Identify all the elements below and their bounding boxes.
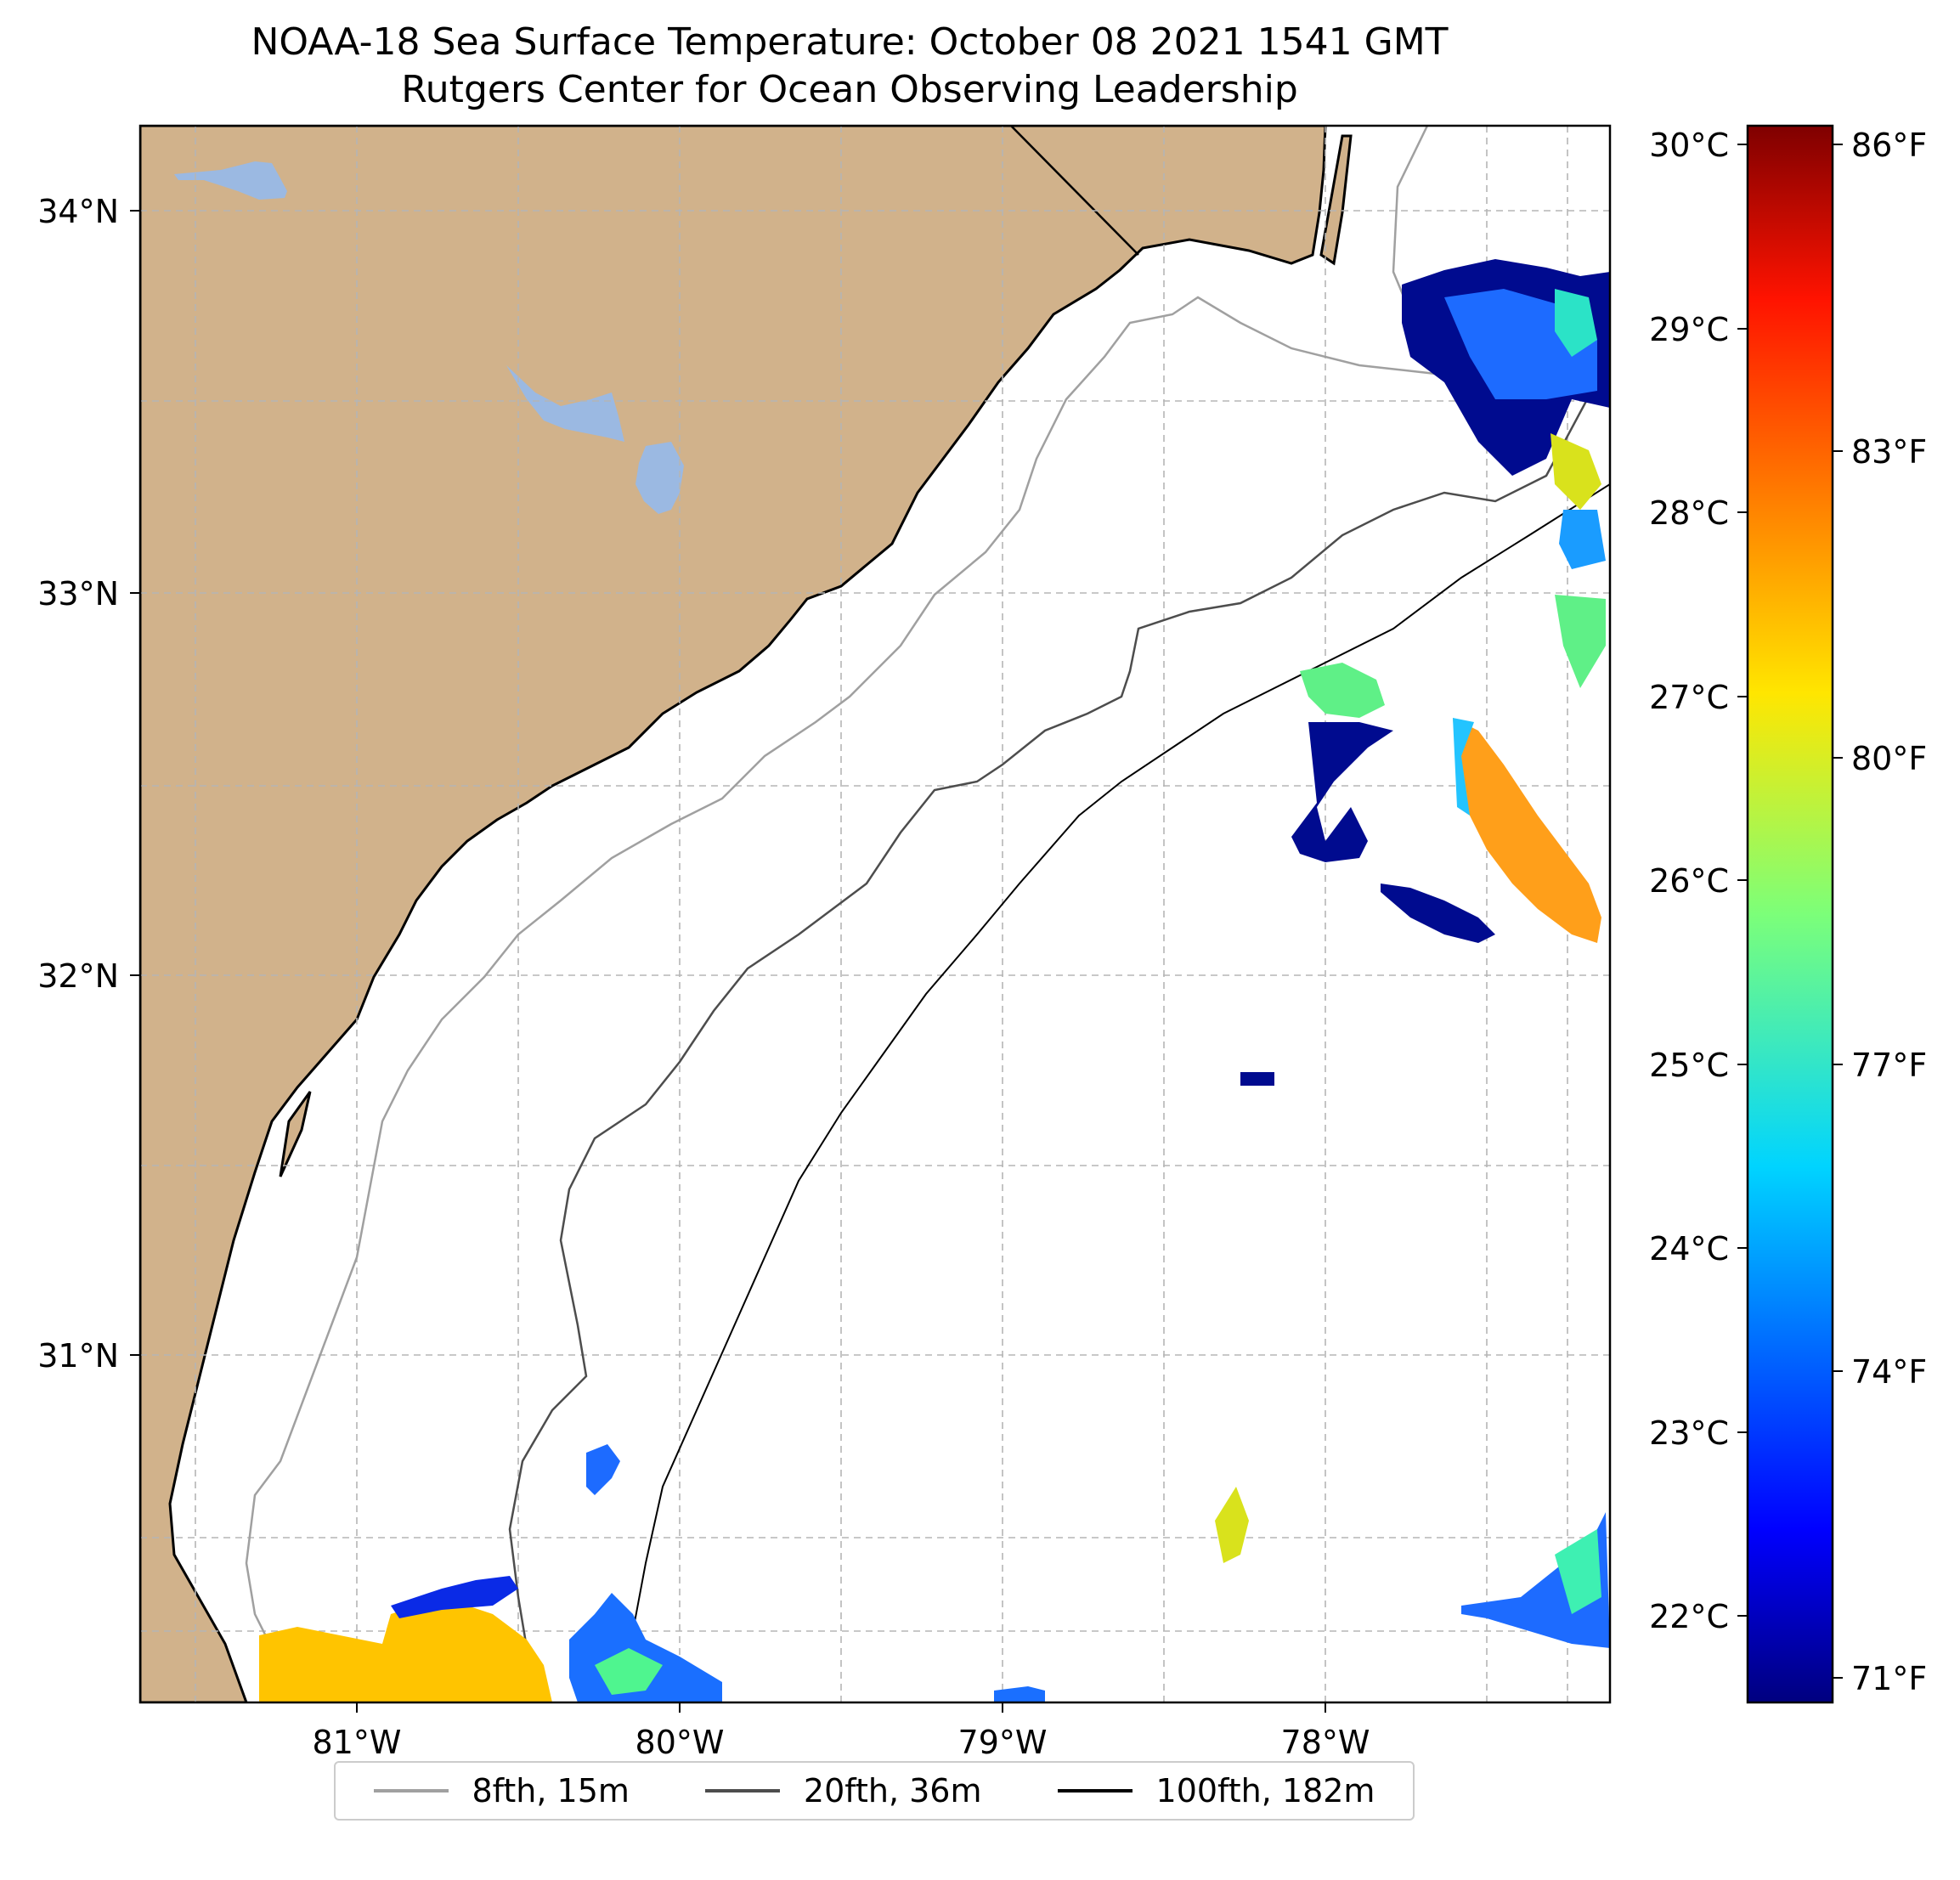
sst-patch (1215, 1487, 1249, 1563)
celsius-tick-label: 23°C (1649, 1414, 1729, 1452)
sst-patch (994, 1686, 1045, 1702)
coastal-island (1319, 134, 1353, 266)
sst-patch (586, 1444, 620, 1495)
lat-tick-marks (130, 210, 140, 1356)
lat-tick-label: 33°N (37, 575, 119, 613)
fahrenheit-tick-label: 83°F (1851, 433, 1927, 471)
legend-item-8fth: 8fth, 15m (373, 1772, 630, 1809)
lake (506, 365, 624, 442)
fahrenheit-tick-marks (1833, 144, 1843, 1679)
isobath-15m (245, 126, 1438, 1702)
lake (174, 161, 287, 200)
sst-patch (1453, 718, 1474, 816)
lon-tick-label: 81°W (313, 1724, 402, 1761)
celsius-tick-marks (1737, 144, 1748, 1617)
legend-label: 100fth, 182m (1155, 1772, 1375, 1809)
land-area (140, 126, 1327, 1702)
sst-data (259, 259, 1610, 1702)
legend-item-100fth: 100fth, 182m (1057, 1772, 1375, 1809)
legend-item-20fth: 20fth, 36m (704, 1772, 982, 1809)
coastal-island (279, 1091, 312, 1177)
sst-patch (1550, 433, 1601, 510)
sst-patch (1559, 510, 1606, 569)
celsius-tick-label: 24°C (1649, 1230, 1729, 1267)
celsius-tick-label: 28°C (1649, 494, 1729, 532)
sst-patch (1240, 1072, 1274, 1086)
map-subtitle: Rutgers Center for Ocean Observing Leade… (401, 68, 1298, 111)
celsius-tick-label: 22°C (1649, 1598, 1729, 1635)
lon-tick-label: 80°W (635, 1724, 725, 1761)
sst-patch (1381, 884, 1495, 943)
sst-patch (391, 1576, 518, 1618)
fahrenheit-tick-label: 86°F (1851, 127, 1927, 164)
state-border (1010, 126, 1139, 256)
celsius-tick-label: 30°C (1649, 127, 1729, 164)
legend-label: 8fth, 15m (472, 1772, 630, 1809)
legend-line-icon (1057, 1789, 1133, 1792)
fahrenheit-tick-label: 71°F (1851, 1660, 1927, 1697)
lat-tick-label: 34°N (37, 193, 119, 230)
celsius-tick-label: 25°C (1649, 1047, 1729, 1084)
sst-patch (595, 1648, 663, 1695)
legend-line-icon (373, 1789, 449, 1792)
legend-line-icon (704, 1789, 780, 1792)
lon-tick-label: 79°W (958, 1724, 1048, 1761)
lake (635, 442, 684, 514)
celsius-tick-label: 29°C (1649, 311, 1729, 348)
lat-tick-label: 31°N (37, 1337, 119, 1375)
sst-patch (1453, 718, 1601, 943)
sst-patch (1461, 1512, 1610, 1648)
isobath-legend: 8fth, 15m 20fth, 36m 100fth, 182m (334, 1761, 1415, 1821)
sst-patch (1300, 663, 1385, 718)
colorbar (1746, 124, 1834, 1704)
fahrenheit-tick-label: 80°F (1851, 740, 1927, 777)
fahrenheit-tick-label: 74°F (1851, 1353, 1927, 1391)
lat-tick-label: 32°N (37, 957, 119, 995)
celsius-tick-label: 26°C (1649, 862, 1729, 900)
celsius-tick-label: 27°C (1649, 679, 1729, 716)
sst-patch (1555, 595, 1606, 688)
sst-patch (1291, 722, 1393, 862)
fahrenheit-tick-label: 77°F (1851, 1047, 1927, 1084)
lon-tick-marks (356, 1702, 1326, 1713)
sst-patch (259, 1597, 552, 1702)
isobath-182m (624, 483, 1610, 1702)
isobath-36m (508, 356, 1610, 1702)
map-title: NOAA-18 Sea Surface Temperature: October… (251, 20, 1449, 64)
lon-tick-label: 78°W (1281, 1724, 1370, 1761)
sst-patch (1555, 289, 1597, 357)
sst-patch (1555, 1529, 1601, 1614)
map-frame (138, 124, 1612, 1704)
legend-label: 20fth, 36m (803, 1772, 982, 1809)
